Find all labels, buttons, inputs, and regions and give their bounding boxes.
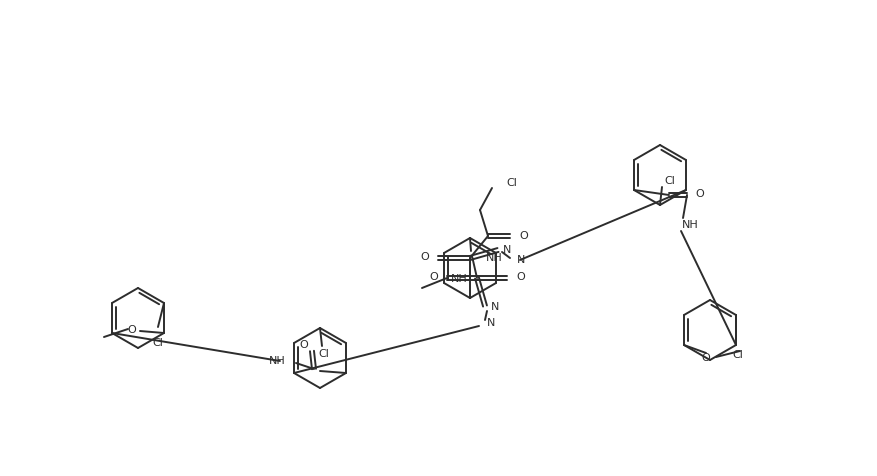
Text: Cl: Cl: [153, 338, 163, 348]
Text: O: O: [429, 272, 438, 282]
Text: O: O: [300, 340, 309, 350]
Text: O: O: [420, 252, 429, 262]
Text: Cl: Cl: [506, 178, 517, 188]
Text: N: N: [491, 302, 499, 312]
Text: NH: NH: [682, 220, 699, 230]
Text: NH: NH: [452, 274, 468, 284]
Text: Cl: Cl: [732, 350, 744, 360]
Text: N: N: [517, 255, 525, 265]
Text: O: O: [695, 189, 703, 199]
Text: O: O: [702, 353, 710, 363]
Text: Cl: Cl: [664, 176, 675, 186]
Text: N: N: [487, 318, 496, 328]
Text: NH: NH: [486, 253, 503, 263]
Text: O: O: [519, 231, 528, 241]
Text: Cl: Cl: [318, 349, 330, 359]
Text: N: N: [503, 245, 511, 255]
Text: NH: NH: [269, 356, 286, 366]
Text: O: O: [516, 272, 524, 282]
Text: O: O: [127, 325, 136, 335]
